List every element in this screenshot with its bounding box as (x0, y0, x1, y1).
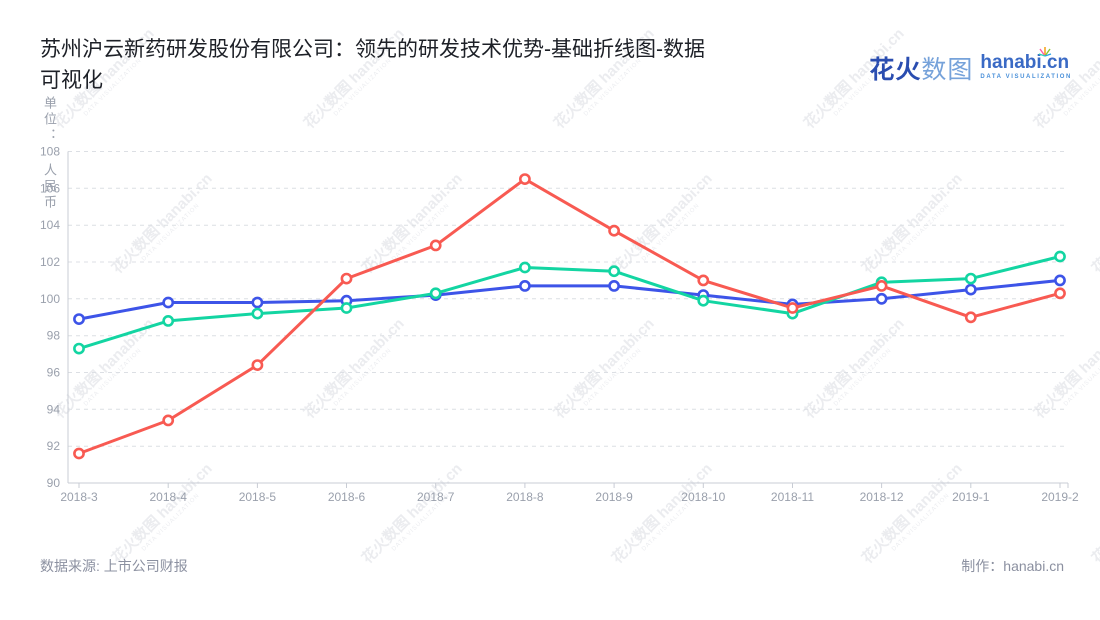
y-tick-label: 98 (47, 329, 61, 343)
data-point-blue-line-2018-4[interactable] (162, 296, 175, 309)
y-tick-label: 108 (40, 145, 60, 159)
data-point-red-line-2018-7[interactable] (429, 239, 442, 252)
data-point-blue-line-2018-3[interactable] (73, 313, 85, 325)
data-point-green-line-2018-7[interactable] (429, 287, 442, 300)
y-tick-label: 94 (47, 402, 61, 416)
data-point-green-line-2018-3[interactable] (73, 342, 85, 355)
page-title-line2: 可视化 (40, 69, 103, 92)
x-tick-label: 2018-9 (595, 490, 633, 504)
series-blue-line (77, 278, 1062, 321)
data-point-blue-line-2018-9[interactable] (608, 279, 620, 292)
data-point-red-line-2018-11[interactable] (786, 302, 799, 314)
x-tick-label: 2019-1 (952, 490, 990, 504)
page-title-line1: 苏州沪云新药研发股份有限公司：领先的研发技术优势-基础折线图-数据 (40, 38, 705, 61)
data-point-green-line-2018-4[interactable] (162, 314, 175, 327)
data-point-blue-line-2018-5[interactable] (251, 296, 264, 309)
data-point-red-line-2018-3[interactable] (73, 447, 85, 460)
data-point-green-line-2019-2[interactable] (1054, 250, 1066, 263)
y-tick-label: 90 (47, 476, 61, 490)
data-point-red-line-2018-5[interactable] (251, 359, 264, 371)
data-point-blue-line-2019-1[interactable] (964, 283, 977, 296)
y-tick-label: 100 (40, 292, 60, 306)
x-tick-label: 2018-3 (60, 490, 98, 504)
data-point-blue-line-2018-8[interactable] (519, 279, 531, 292)
x-tick-label: 2018-12 (860, 490, 904, 504)
x-tick-label: 2018-5 (239, 490, 277, 504)
credit-note: 制作：hanabi.cn (961, 558, 1064, 574)
data-point-red-line-2018-10[interactable] (697, 274, 710, 287)
x-tick-label: 2018-6 (328, 490, 366, 504)
data-point-red-line-2019-2[interactable] (1054, 287, 1066, 300)
logo-tagline: DATA VISUALIZATION (980, 74, 1072, 80)
hanabi-logo[interactable]: 花火 数图 hanabi.cn DATA VISUALIZATION (869, 47, 1072, 86)
series-green-line (77, 255, 1062, 351)
x-tick-label: 2018-8 (506, 490, 544, 504)
data-point-red-line-2018-12[interactable] (875, 279, 888, 292)
x-tick-label: 2018-11 (771, 490, 814, 504)
x-tick-label: 2019-2 (1041, 490, 1079, 504)
logo-text-shutu: 数图 (921, 56, 974, 84)
data-source-note: 数据来源: 上市公司财报 (40, 558, 188, 574)
data-point-blue-line-2019-2[interactable] (1054, 274, 1066, 287)
y-tick-label: 96 (47, 366, 61, 380)
x-tick-label: 2018-4 (150, 490, 188, 504)
spark-icon (1038, 44, 1052, 57)
x-tick-label: 2018-7 (417, 490, 455, 504)
y-axis-name-currency: 人民币 (42, 163, 57, 211)
y-tick-label: 92 (47, 439, 61, 453)
y-tick-label: 106 (40, 181, 60, 195)
data-point-red-line-2018-9[interactable] (608, 224, 620, 237)
data-point-green-line-2018-10[interactable] (697, 294, 710, 307)
y-axis-name-unit: 单位： (42, 96, 57, 144)
x-tick-label: 2018-10 (681, 490, 725, 504)
logo-text-hanabi: hanabi.cn (980, 52, 1070, 73)
data-point-blue-line-2018-12[interactable] (875, 292, 888, 305)
data-point-green-line-2018-6[interactable] (340, 302, 353, 314)
data-point-red-line-2019-1[interactable] (964, 311, 977, 324)
series-red-line (77, 177, 1062, 455)
data-point-green-line-2018-5[interactable] (251, 307, 264, 320)
y-tick-label: 104 (40, 218, 60, 232)
data-point-red-line-2018-6[interactable] (340, 272, 353, 285)
page-title: 苏州沪云新药研发股份有限公司：领先的研发技术优势-基础折线图-数据 可视化 (40, 34, 705, 96)
data-point-red-line-2018-8[interactable] (519, 173, 531, 185)
data-point-red-line-2018-4[interactable] (162, 414, 175, 427)
data-point-green-line-2019-1[interactable] (964, 272, 977, 285)
y-tick-label: 102 (40, 255, 60, 269)
data-point-green-line-2018-9[interactable] (608, 265, 620, 278)
data-point-green-line-2018-8[interactable] (519, 261, 531, 274)
logo-text-huahuo: 花火 (869, 56, 922, 84)
